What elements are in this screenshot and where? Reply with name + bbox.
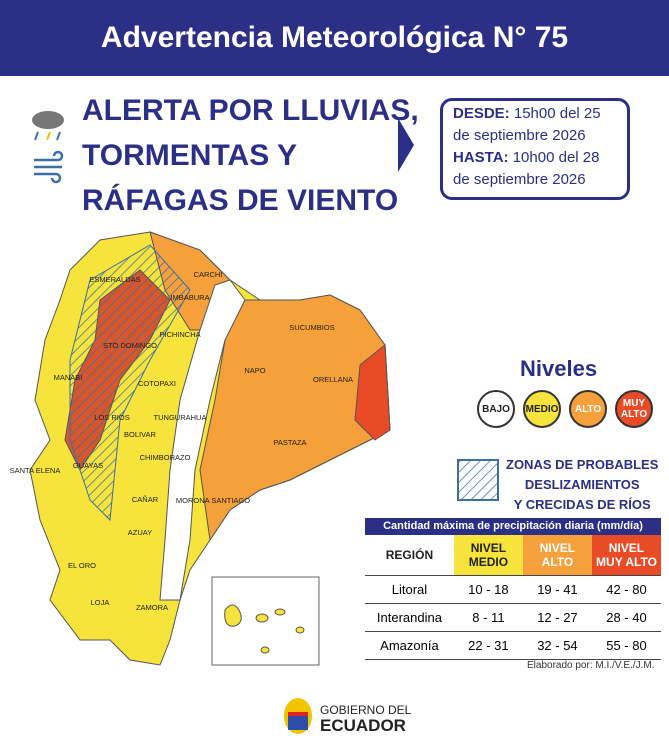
hazard-line: ZONAS DE PROBABLES <box>506 457 659 472</box>
header-text: REGIÓN <box>385 548 434 562</box>
precip-table: Cantidad máxima de precipitación diaria … <box>365 518 661 660</box>
province-label: BOLIVAR <box>124 430 157 439</box>
from-text: 15h00 del 25 de septiembre 2026 <box>453 105 601 144</box>
map <box>29 231 391 666</box>
level-text: MUY <box>622 398 646 409</box>
to-text: 10h00 del 28 de septiembre 2026 <box>453 149 600 188</box>
table-cell: 55 - 80 <box>591 631 661 660</box>
table-cell: Interandina <box>365 603 454 632</box>
province-label: COTOPAXI <box>138 379 176 388</box>
hazard-line: Y CRECIDAS DE RÍOS <box>513 497 651 512</box>
rain-icon <box>32 111 64 141</box>
table-cell: 19 - 41 <box>522 575 592 604</box>
header-text: MUY ALTO <box>596 555 657 569</box>
table-cell: 10 - 18 <box>453 575 523 604</box>
header-cell: REGIÓN <box>365 535 454 576</box>
from-label: DESDE: <box>453 105 510 122</box>
level-text: MEDIO <box>525 403 559 415</box>
province-label: ORELLANA <box>313 375 353 384</box>
province-label: IMBABURA <box>170 293 209 302</box>
level-badge: MUY ALTO <box>615 390 653 428</box>
wind-icon <box>34 150 64 184</box>
level-badge: ALTO <box>569 390 607 428</box>
table-row: Amazonía 22 - 31 32 - 54 55 - 80 <box>365 631 661 660</box>
province-label: GUAYAS <box>73 461 103 470</box>
table-cell: Litoral <box>365 575 454 604</box>
table-cell: 42 - 80 <box>591 575 661 604</box>
province-label: CHIMBORAZO <box>140 453 191 462</box>
table-cell: 32 - 54 <box>522 631 592 660</box>
province-label: EL ORO <box>68 561 96 570</box>
table-cell: 8 - 11 <box>453 603 523 632</box>
province-label: TUNGURAHUA <box>154 413 207 422</box>
period-box: DESDE: 15h00 del 25 de septiembre 2026 H… <box>440 98 630 200</box>
footer-logo: GOBIERNO DEL ECUADOR <box>320 702 411 734</box>
province-label: SUCUMBIOS <box>289 323 334 332</box>
header-cell: NIVEL MEDIO <box>453 535 523 576</box>
alert-line: TORMENTAS Y <box>82 139 298 172</box>
arrow <box>398 118 414 172</box>
footer-text: GOBIERNO DEL <box>320 703 412 717</box>
alert-headline: ALERTA POR LLUVIAS, TORMENTAS Y RÁFAGAS DE… <box>82 88 419 223</box>
header-cell: NIVEL ALTO <box>522 535 592 576</box>
province-label: LOJA <box>91 598 110 607</box>
alert-line: RÁFAGAS DE VIENTO <box>82 184 399 217</box>
hazard-legend: ZONAS DE PROBABLES DESLIZAMIENTOS Y CRECID… <box>506 455 658 515</box>
province-label: STO DOMINGO <box>103 341 157 350</box>
province-label: ZAMORA <box>136 603 168 612</box>
province-label: SANTA ELENA <box>10 466 61 475</box>
header-text: NIVEL <box>470 541 507 555</box>
header-text: ALTO <box>541 555 574 569</box>
level-text: ALTO <box>574 403 602 415</box>
table: REGIÓN NIVEL MEDIO NIVEL ALTO NIVEL MUY ALTO Li… <box>365 535 661 660</box>
to-label: HASTA: <box>453 149 509 166</box>
province-label: MORONA SANTIAGO <box>176 496 250 505</box>
table-row: Interandina 8 - 11 12 - 27 28 - 40 <box>365 603 661 632</box>
to: HASTA: 10h00 del 28 de septiembre 2026 <box>453 147 617 191</box>
table-cell: 28 - 40 <box>591 603 661 632</box>
header-text: NIVEL <box>608 541 645 555</box>
header-text: NIVEL <box>539 541 576 555</box>
table-cell: Amazonía <box>365 631 454 660</box>
hazard-swatch <box>457 459 499 501</box>
alert-line: ALERTA POR LLUVIAS, <box>82 94 419 127</box>
province-label: ESMERALDAS <box>89 275 140 284</box>
level-badge: BAJO <box>477 390 515 428</box>
coat-of-arms <box>284 698 312 734</box>
credit: Elaborado por: M.I./V.E./J.M. <box>527 660 655 671</box>
province-label: CAÑAR <box>132 495 159 504</box>
province-label: CARCHI <box>194 270 223 279</box>
province-label: NAPO <box>244 366 265 375</box>
province-label: MANABI <box>54 373 83 382</box>
province-label: LOS RIOS <box>94 413 129 422</box>
table-caption: Cantidad máxima de precipitación diaria … <box>365 518 661 535</box>
table-cell: 22 - 31 <box>453 631 523 660</box>
levels-title: Niveles <box>520 356 598 381</box>
level-text: BAJO <box>482 403 510 415</box>
province-label: PICHINCHA <box>159 330 200 339</box>
header-row: REGIÓN NIVEL MEDIO NIVEL ALTO NIVEL MUY ALTO <box>365 535 661 576</box>
from: DESDE: 15h00 del 25 de septiembre 2026 <box>453 103 617 147</box>
hazard-line: DESLIZAMIENTOS <box>524 477 640 492</box>
level-text: ALTO <box>620 409 648 420</box>
level-badge: MEDIO <box>523 390 561 428</box>
title: Advertencia Meteorológica N° 75 <box>0 0 669 76</box>
province-label: AZUAY <box>128 528 152 537</box>
header-cell: NIVEL MUY ALTO <box>591 535 661 576</box>
province-label: PASTAZA <box>273 438 306 447</box>
table-row: Litoral 10 - 18 19 - 41 42 - 80 <box>365 575 661 604</box>
footer-text: ECUADOR <box>320 716 406 735</box>
header-text: MEDIO <box>468 555 509 569</box>
table-cell: 12 - 27 <box>522 603 592 632</box>
